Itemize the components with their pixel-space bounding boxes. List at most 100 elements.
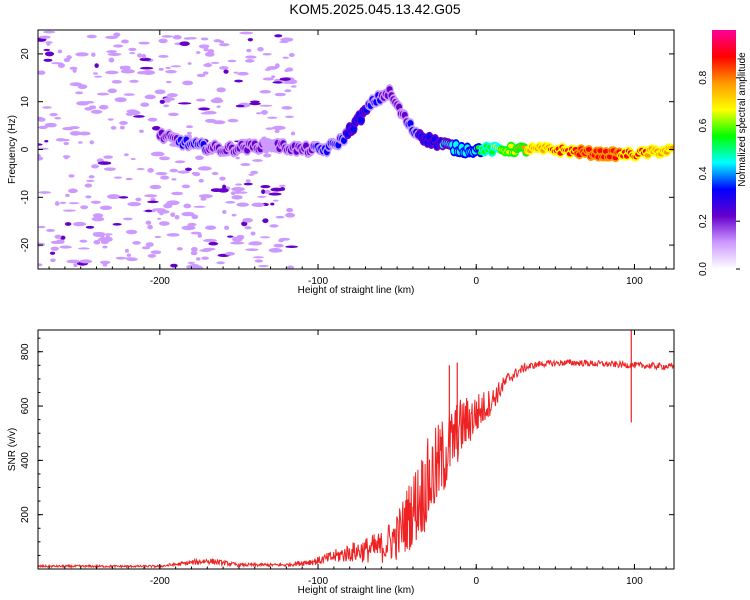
spectrogram-noise-blob <box>108 57 115 63</box>
spectrogram-noise-blob <box>147 224 153 230</box>
spectrogram-noise-blob <box>281 106 293 110</box>
spectrogram-ridge-cell <box>340 136 347 144</box>
spectrogram-noise-blob <box>278 238 284 243</box>
spectrogram-noise-blob <box>136 53 143 58</box>
spectrogram-noise-blob <box>200 112 212 115</box>
spectrogram-noise-blob <box>177 102 192 105</box>
spectrogram-ridge-cell <box>585 146 592 152</box>
spectrogram-noise-blob <box>203 63 213 68</box>
spectrogram-noise-blob <box>59 245 72 249</box>
spectrogram-x-tick-label: -100 <box>308 276 328 287</box>
spectrogram-noise-blob <box>265 127 274 130</box>
spectrogram-noise-blob <box>244 226 252 230</box>
spectrogram-noise-blob <box>75 52 89 57</box>
spectrogram-noise-blob <box>154 235 162 239</box>
spectrogram-noise-blob <box>179 41 190 47</box>
spectrogram-noise-blob <box>274 92 287 97</box>
spectrogram-noise-blob <box>171 191 184 196</box>
spectrogram-noise-blob <box>69 130 81 136</box>
spectrogram-noise-blob <box>144 94 156 100</box>
snr-x-axis-label: Height of straight line (km) <box>298 585 415 596</box>
spectrogram-noise-blob <box>177 170 190 174</box>
spectrogram-noise-blob <box>138 129 144 133</box>
spectrogram-noise-blob <box>159 99 165 104</box>
spectrogram-noise-blob <box>38 117 46 122</box>
spectrogram-noise-blob <box>262 53 272 56</box>
spectrogram-noise-blob <box>197 166 212 171</box>
spectrogram-noise-blob <box>158 54 169 58</box>
spectrogram-noise-blob <box>227 118 239 123</box>
spectrogram-noise-blob <box>242 218 253 223</box>
spectrogram-noise-blob <box>262 218 269 224</box>
spectrogram-noise-blob <box>210 61 220 64</box>
spectrogram-noise-blob <box>200 37 209 41</box>
spectrogram-noise-blob <box>126 253 132 257</box>
spectrogram-noise-blob <box>147 167 154 173</box>
spectrogram-noise-blob <box>150 250 162 255</box>
spectrogram-noise-blob <box>286 207 294 213</box>
snr-x-tick-label: 100 <box>626 576 643 587</box>
spectrogram-noise-blob <box>144 194 158 198</box>
spectrogram-noise-blob <box>263 153 272 158</box>
spectrogram-noise-blob <box>119 125 125 130</box>
spectrogram-noise-blob <box>186 264 200 269</box>
spectrogram-noise-blob <box>282 56 289 59</box>
spectrogram-noise-blob <box>212 120 226 125</box>
spectrogram-noise-blob <box>107 118 114 121</box>
spectrogram-noise-blob <box>199 249 212 252</box>
spectrogram-noise-blob <box>225 201 236 204</box>
spectrogram-noise-blob <box>75 91 83 95</box>
spectrogram-noise-blob <box>79 239 88 243</box>
spectrogram-noise-blob <box>89 140 95 145</box>
spectrogram-noise-blob <box>119 65 125 70</box>
spectrogram-noise-blob <box>281 81 295 84</box>
spectrogram-noise-blob <box>147 200 159 204</box>
spectrogram-noise-blob <box>163 104 170 108</box>
spectrogram-noise-blob <box>259 89 272 94</box>
spectrogram-noise-blob <box>121 39 129 44</box>
spectrogram-noise-blob <box>236 202 250 207</box>
spectrogram-noise-blob <box>63 141 70 146</box>
spectrogram-noise-blob <box>170 65 182 68</box>
spectrogram-noise-blob <box>201 256 209 260</box>
snr-x-tick-label: -200 <box>150 576 170 587</box>
spectrogram-noise-blob <box>133 115 145 118</box>
spectrogram-y-tick-label: 20 <box>20 48 31 60</box>
spectrogram-noise-blob <box>152 208 166 211</box>
spectrogram-noise-blob <box>185 82 193 85</box>
spectrogram-noise-blob <box>102 263 108 267</box>
spectrogram-noise-blob <box>226 235 234 238</box>
spectrogram-noise-blob <box>219 40 225 44</box>
spectrogram-noise-blob <box>129 110 141 115</box>
spectrogram-noise-blob <box>218 43 230 47</box>
spectrogram-noise-blob <box>168 112 179 117</box>
spectrogram-noise-blob <box>43 58 53 62</box>
spectrogram-noise-blob <box>56 239 65 244</box>
spectrogram-noise-blob <box>181 184 191 189</box>
spectrogram-noise-blob <box>150 151 165 157</box>
spectrogram-noise-blob <box>79 259 93 264</box>
spectrogram-noise-blob <box>232 236 237 241</box>
spectrogram-noise-blob <box>219 176 226 181</box>
spectrogram-noise-blob <box>290 131 296 136</box>
spectrogram-noise-blob <box>213 97 222 102</box>
spectrogram-noise-blob <box>174 160 186 164</box>
spectrogram-noise-blob <box>38 143 43 146</box>
spectrogram-noise-blob <box>90 109 103 114</box>
spectrogram-noise-blob <box>195 98 206 102</box>
spectrogram-noise-blob <box>42 106 52 109</box>
spectrogram-noise-blob <box>273 243 284 248</box>
spectrogram-noise-blob <box>252 159 263 162</box>
spectrogram-noise-blob <box>251 202 265 208</box>
spectrogram-noise-blob <box>45 41 53 44</box>
spectrogram-noise-blob <box>68 126 80 130</box>
spectrogram-ridge-cell <box>350 125 357 133</box>
spectrogram-noise-blob <box>277 249 283 253</box>
spectrogram-noise-blob <box>54 234 62 239</box>
spectrogram-noise-blob <box>80 205 89 210</box>
spectrogram-noise-blob <box>235 183 243 186</box>
spectrogram-noise-blob <box>92 232 106 237</box>
spectrogram-noise-blob <box>68 174 75 178</box>
spectrogram-noise-blob <box>141 70 155 76</box>
spectrogram-noise-blob <box>186 131 192 135</box>
